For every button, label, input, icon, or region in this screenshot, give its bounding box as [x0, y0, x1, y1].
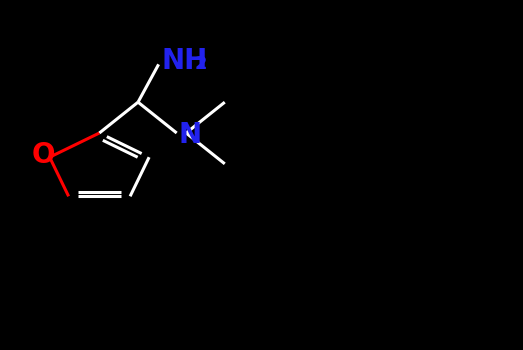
Text: 2: 2 [194, 55, 207, 73]
Text: N: N [178, 121, 201, 149]
Text: NH: NH [161, 47, 208, 75]
Text: O: O [31, 141, 55, 169]
